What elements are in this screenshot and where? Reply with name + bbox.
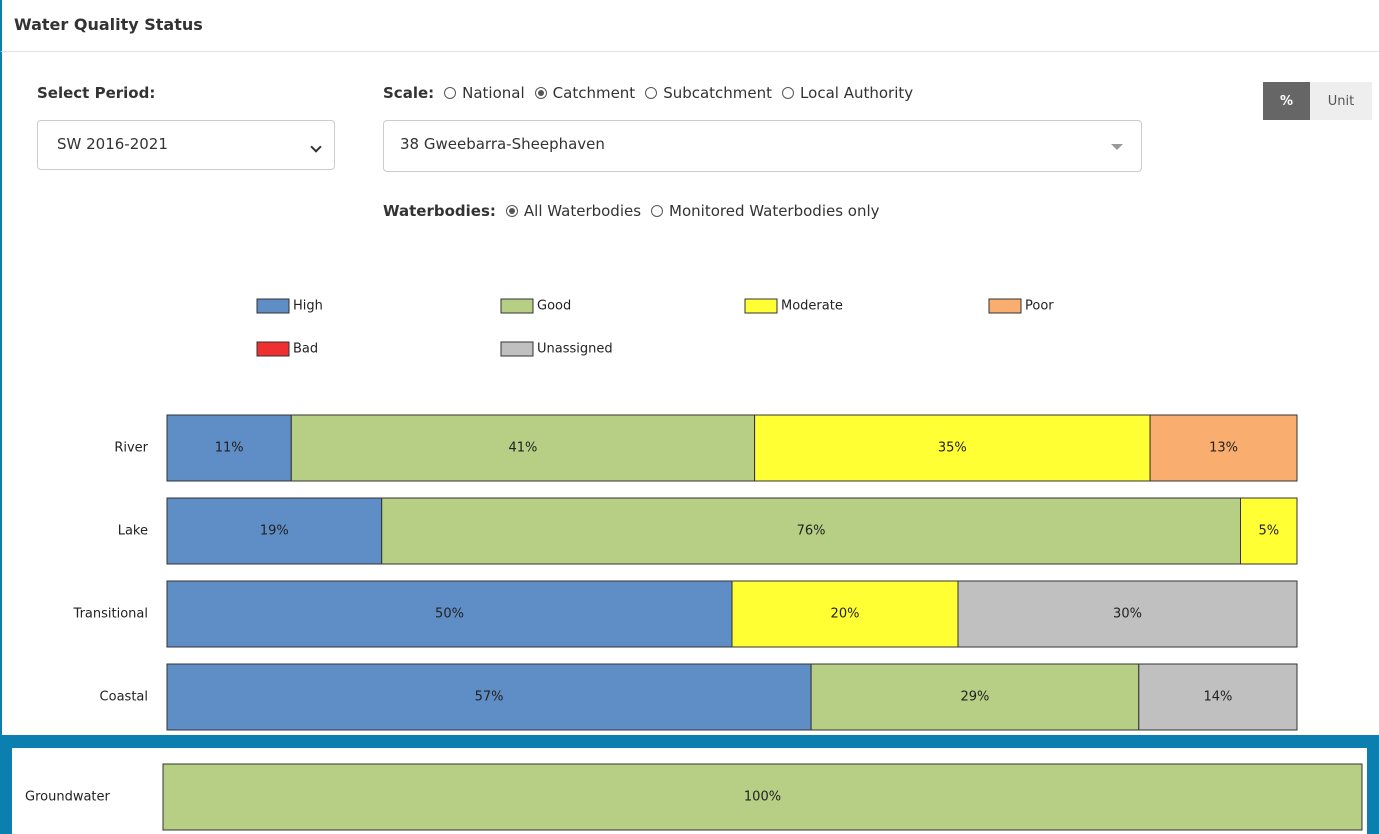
category-label: Groundwater [25,790,111,805]
toggle-button[interactable]: Unit [1310,82,1372,120]
legend-swatch [500,341,534,357]
legend-swatch [256,341,290,357]
bar-segment [166,580,733,648]
category-label: River [114,441,148,456]
legend-swatch [256,298,290,314]
bar-segment [731,580,959,648]
radio-label: All Waterbodies [523,202,642,220]
toggle-button[interactable]: % [1263,82,1310,120]
value-label: 50% [435,607,464,622]
radio-option[interactable]: Catchment [534,84,636,102]
bar-segment [381,497,1241,565]
bar-segment [1149,414,1298,482]
radio-option[interactable]: All Waterbodies [505,202,642,220]
waterbodies-radios: Waterbodies: All Waterbodies Monitored W… [383,202,880,220]
legend-label: Good [537,299,571,314]
category-label: Coastal [100,690,148,705]
waterbodies-label: Waterbodies: [383,202,496,220]
legend-swatch [988,298,1022,314]
category-label: Transitional [73,607,148,622]
radio-dot [444,87,457,99]
legend-swatch [500,298,534,314]
bar-segment [166,414,292,482]
legend-label: Poor [1025,299,1054,314]
category-label: Lake [118,524,148,539]
radio-option[interactable]: Local Authority [782,84,913,102]
value-label: 76% [797,524,826,539]
bar-segment [162,763,1363,831]
value-label: 100% [744,790,781,805]
period-label: Select Period: [37,84,156,102]
bar-segment [810,663,1140,731]
value-label: 29% [960,690,989,705]
radio-option[interactable]: National [444,84,525,102]
radio-option[interactable]: Subcatchment [645,84,772,102]
bar-segment [957,580,1298,648]
period-select[interactable]: SW 2016-2021 [37,120,335,170]
legend-label: Moderate [781,299,843,314]
radio-dot [782,87,795,99]
radio-dot [505,205,518,217]
scale-label: Scale: [383,84,435,102]
radio-option[interactable]: Monitored Waterbodies only [651,202,880,220]
legend-label: Bad [293,342,318,357]
radio-label: Monitored Waterbodies only [669,202,880,220]
bar-segment [1240,497,1298,565]
value-label: 11% [215,441,244,456]
value-label: 20% [831,607,860,622]
value-label: 57% [475,690,504,705]
radio-dot [534,87,547,99]
legend-label: Unassigned [537,342,613,357]
bar-segment [290,414,756,482]
radio-dot [645,87,658,99]
value-label: 19% [260,524,289,539]
value-label: 13% [1209,441,1238,456]
legend-swatch [744,298,778,314]
header: Water Quality Status [0,0,1379,52]
catchment-select[interactable]: 38 Gweebarra-Sheephaven [383,120,1142,172]
legend-label: High [293,299,323,314]
header-title: Water Quality Status [14,15,203,34]
bar-segment [166,497,383,565]
value-label: 30% [1113,607,1142,622]
radio-dot [651,205,664,217]
value-label: 14% [1203,690,1232,705]
value-label: 5% [1258,524,1279,539]
radio-label: National [462,84,525,102]
scale-radios: Scale: National Catchment Subcatchment L… [383,84,913,102]
radio-label: Local Authority [800,84,914,102]
value-label: 41% [508,441,537,456]
bar-segment [1138,663,1298,731]
radio-label: Catchment [552,84,636,102]
value-label: 35% [938,441,967,456]
radio-label: Subcatchment [663,84,773,102]
left-border [0,52,2,742]
